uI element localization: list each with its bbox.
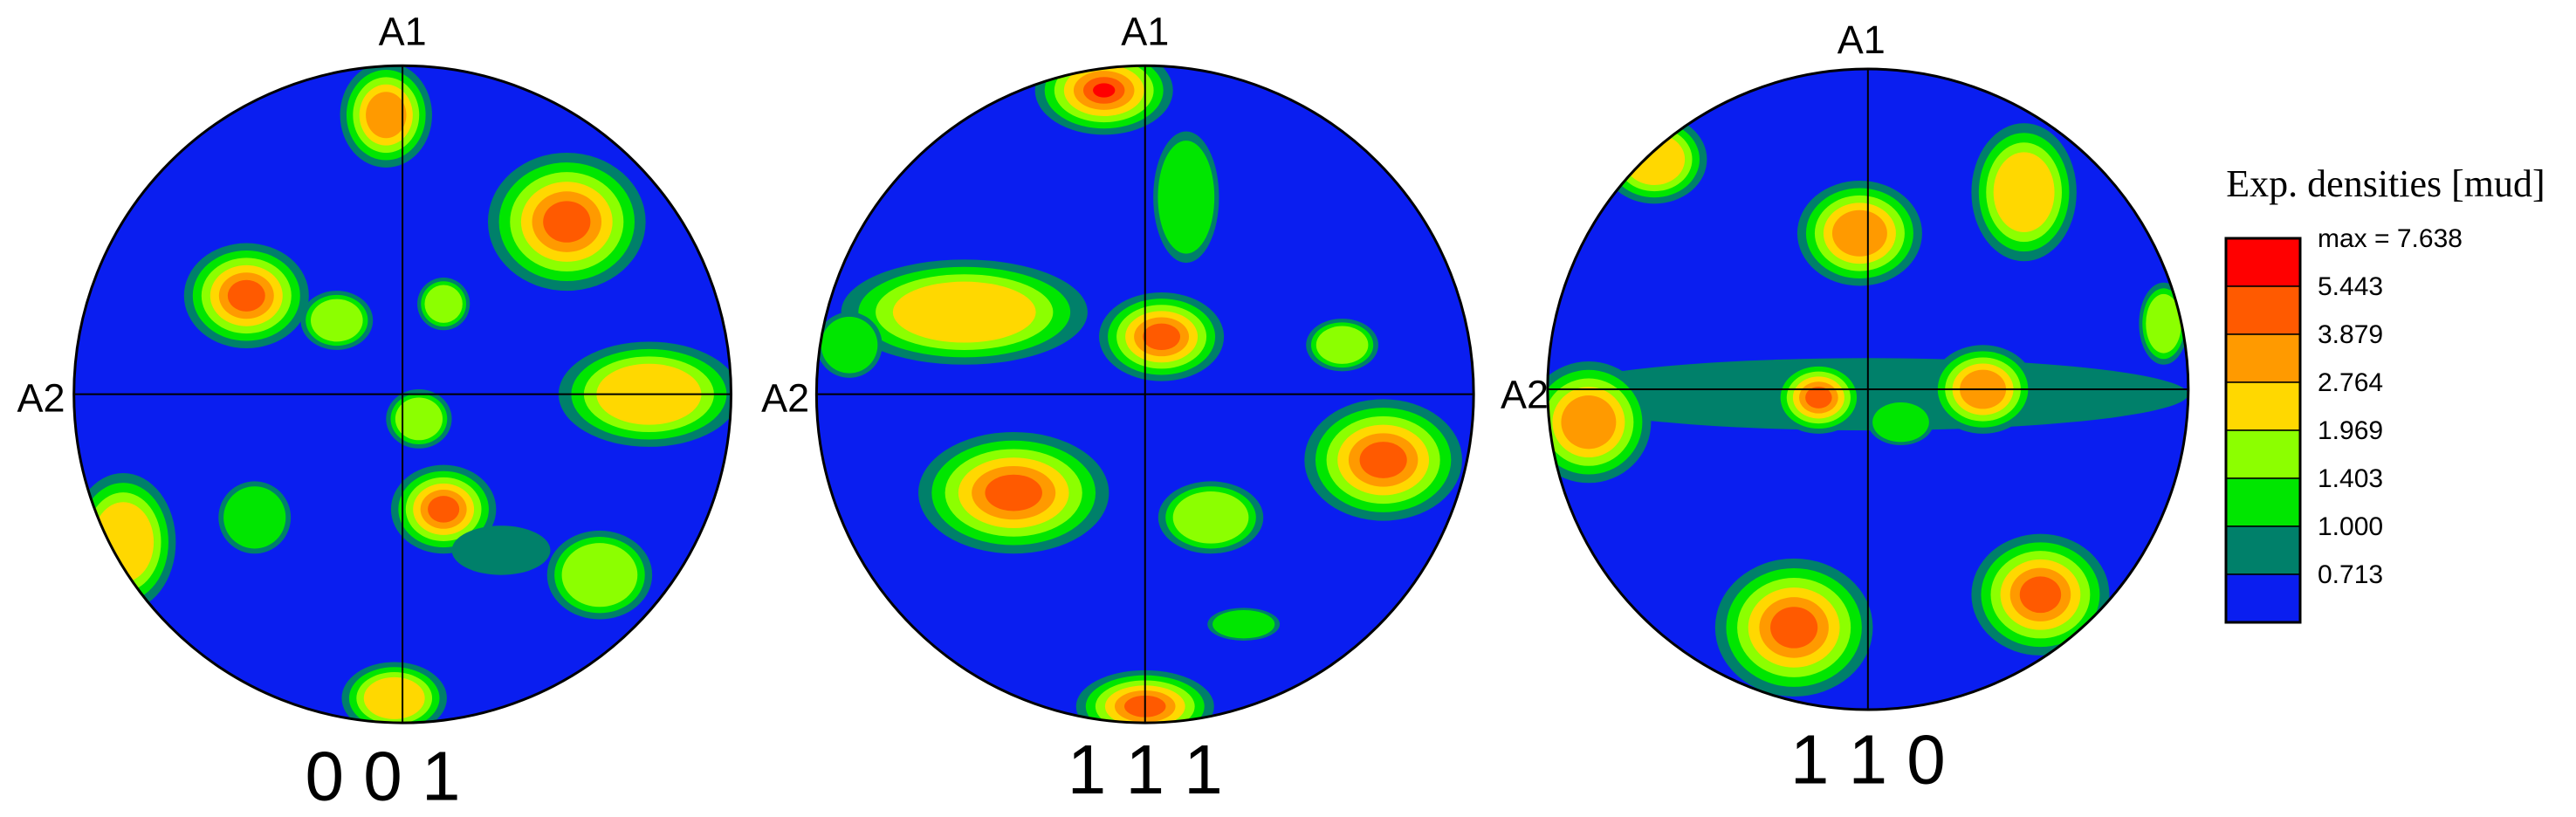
legend-swatch	[2225, 573, 2301, 623]
density-contour	[366, 92, 407, 139]
density-contour	[363, 676, 425, 719]
legend-label: 1.403	[2318, 464, 2383, 493]
pole-outline	[1546, 67, 2190, 711]
density-contour	[424, 285, 463, 323]
axis-label: A2	[17, 375, 65, 420]
axis-label: A2	[1501, 373, 1549, 417]
axis-label: A1	[379, 10, 427, 54]
legend-swatch	[2225, 285, 2301, 335]
density-contour	[1143, 323, 1181, 351]
density-contours	[1547, 114, 2188, 697]
figure-label: 1 1 1	[1068, 731, 1223, 808]
legend-label: max = 7.638	[2318, 224, 2463, 253]
axis-label: A1	[1838, 17, 1886, 62]
density-contour	[821, 316, 878, 374]
density-contour	[2146, 293, 2181, 354]
density-contour	[1093, 83, 1116, 98]
density-contour	[223, 486, 286, 549]
pole-outline	[814, 64, 1475, 724]
legend-swatch	[2225, 525, 2301, 575]
density-contour	[1561, 395, 1617, 450]
legend-swatch	[2225, 381, 2301, 431]
pole-figure: A1 A2 0 0 1	[17, 10, 732, 814]
density-contour	[892, 281, 1036, 343]
pole-figure: A1 A2 1 1 0	[1501, 17, 2190, 798]
density-contour	[1805, 387, 1832, 408]
legend-title: Exp. densities [mud]	[2226, 162, 2545, 205]
legend-label: 3.879	[2318, 320, 2383, 349]
legend-swatch	[2225, 477, 2301, 527]
density-contour	[1172, 491, 1249, 544]
density-contours	[73, 65, 732, 724]
density-contour	[1831, 209, 1887, 257]
legend-swatch	[2225, 333, 2301, 383]
density-contour	[2019, 576, 2062, 614]
density-contour	[1770, 607, 1818, 649]
density-contour	[1212, 609, 1275, 639]
pole-outline	[72, 64, 732, 724]
density-contour	[451, 525, 551, 575]
density-contour	[985, 474, 1042, 511]
density-contour	[1315, 326, 1369, 364]
density-contour	[561, 543, 638, 608]
pole-figure: A1 A2 1 1 1	[761, 10, 1475, 808]
density-contour	[1872, 402, 1929, 443]
axis-label: A1	[1121, 10, 1169, 54]
legend: Exp. densities [mud] max = 7.638 5.443 3.8…	[2224, 162, 2545, 624]
legend-label: 1.969	[2318, 416, 2383, 445]
density-contour	[1359, 442, 1407, 478]
legend-label: 0.713	[2318, 560, 2383, 589]
density-contour	[1157, 141, 1215, 254]
legend-swatch	[2225, 429, 2301, 479]
legend-frame	[2224, 237, 2302, 624]
figure-label: 0 0 1	[306, 737, 461, 814]
density-contour	[93, 502, 155, 582]
density-contour	[310, 299, 363, 342]
figure-label: 1 1 0	[1790, 720, 1946, 798]
density-contour	[1624, 134, 1686, 186]
pole-figures: A1 A2 0 0 1 A1 A2 1 1 1 A1 A2 1 1 0	[17, 10, 2190, 814]
axis-label: A2	[761, 375, 809, 420]
legend-swatch	[2225, 237, 2301, 287]
density-contour	[1993, 152, 2055, 233]
legend-label: 5.443	[2318, 272, 2383, 301]
density-contour	[395, 397, 443, 441]
legend-label: 2.764	[2318, 368, 2383, 397]
density-contour	[227, 279, 265, 312]
density-contour	[543, 201, 591, 243]
legend-label: 1.000	[2318, 512, 2383, 541]
density-contour	[428, 496, 460, 523]
